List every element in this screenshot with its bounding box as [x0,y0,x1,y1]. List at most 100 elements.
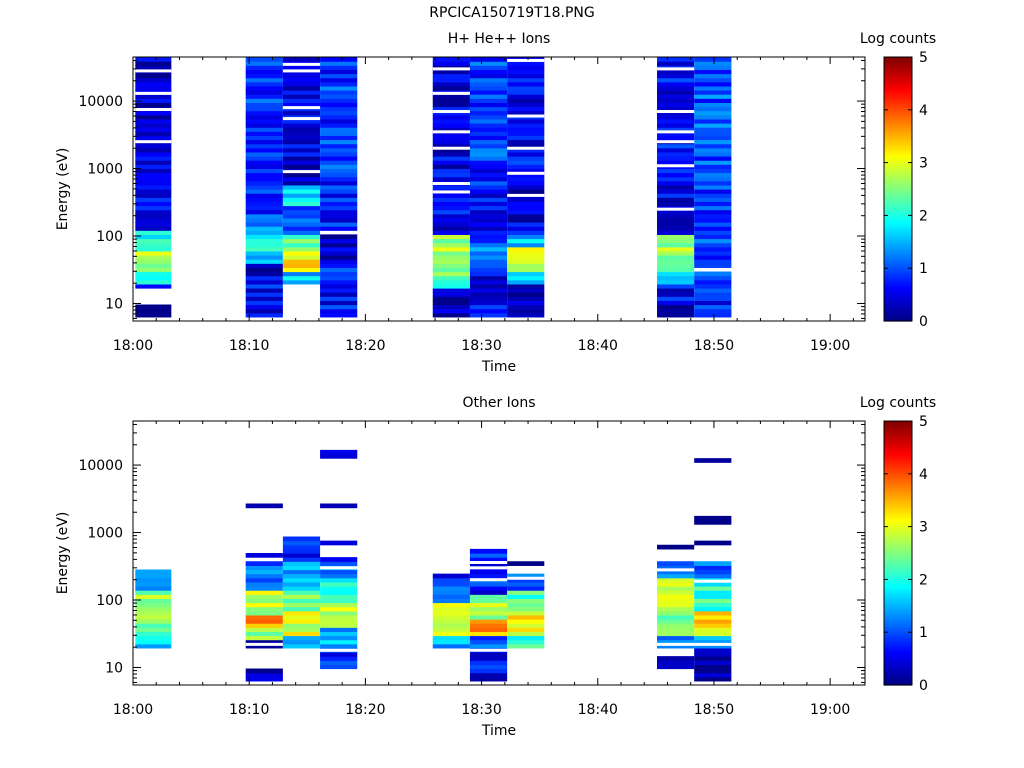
colorbar-swatch [884,638,912,642]
heatmap-cell [507,110,545,116]
heatmap-cell [432,288,470,293]
colorbar-swatch [884,195,912,199]
heatmap-cell [245,176,283,182]
heatmap-cell [282,193,321,198]
heatmap-cell [245,73,283,79]
heatmap-cell [694,180,732,186]
colorbar-swatch [884,87,912,91]
colorbar-swatch [884,590,912,594]
heatmap-cell [245,131,283,136]
y-tick-label: 10 [105,660,123,676]
heatmap-cell [320,503,358,509]
heatmap-cell [469,172,508,178]
heatmap-cell [657,610,695,616]
heatmap-cell [282,238,321,244]
heatmap-cell [320,213,358,219]
heatmap-cell [507,205,545,211]
colorbar-swatch [884,440,912,444]
heatmap-cell [469,217,508,223]
heatmap-cell [469,69,508,75]
heatmap-cell [282,201,321,207]
heatmap-cell [469,573,508,579]
heatmap-cell [469,635,508,641]
heatmap-cell [135,259,172,264]
heatmap-cell [282,98,321,103]
colorbar-swatch [884,581,912,585]
heatmap-cell [469,226,508,231]
heatmap-cell [135,127,172,132]
missing-bin [469,566,508,570]
colorbar-swatch [884,531,912,534]
colorbar-swatch [884,186,912,190]
missing-bin [320,566,358,570]
colorbar-swatch [884,658,912,662]
heatmap-cell [282,242,321,248]
heatmap-cell [469,160,508,165]
colorbar-swatch [884,434,912,437]
heatmap-cell [282,156,321,161]
heatmap-cell [135,65,172,70]
heatmap-cell [320,201,358,207]
heatmap-cell [282,610,321,616]
colorbar-swatch [884,656,912,660]
heatmap-cell [320,65,358,70]
colorbar-swatch [884,303,912,307]
heatmap-cell [507,106,545,112]
heatmap-cell [694,647,732,653]
heatmap-cell [320,164,358,169]
colorbar-swatch [884,427,912,431]
heatmap-cell [320,123,358,128]
colorbar-swatch [884,270,912,274]
figure-title: RPCICA150719T18.PNG [429,5,595,21]
heatmap-cell [282,540,321,546]
heatmap-cell [282,85,321,91]
colorbar-swatch [884,460,912,464]
heatmap-cell [432,581,470,587]
heatmap-cell [320,275,358,281]
colorbar-swatch [884,85,912,89]
heatmap-cell [507,602,545,608]
heatmap-cell [135,279,172,285]
colorbar-swatch [884,178,912,181]
heatmap-cell [469,156,508,161]
colorbar-swatch [884,268,912,271]
heatmap-cell [507,288,545,293]
heatmap-cell [657,77,695,83]
heatmap-cell [320,172,358,178]
heatmap-cell [135,304,172,310]
heatmap-cell [135,168,172,174]
heatmap-cell [507,69,545,75]
heatmap-cell [694,569,732,575]
heatmap-cell [507,160,545,165]
heatmap-cell [507,598,545,604]
heatmap-cell [469,267,508,273]
heatmap-cell [135,118,172,124]
heatmap-cell [507,201,545,207]
heatmap-cell [282,602,321,608]
heatmap-cell [507,135,545,141]
colorbar-swatch [884,83,912,87]
heatmap-cell [657,238,695,244]
colorbar-swatch [884,224,912,227]
heatmap-cell [282,226,321,231]
colorbar-swatch [884,429,912,433]
heatmap-cell [657,664,695,670]
colorbar-swatch [884,294,912,298]
colorbar-swatch [884,173,912,177]
colorbar-swatch [884,125,912,128]
heatmap-cell [282,250,321,256]
colorbar-swatch [884,570,912,574]
colorbar-swatch [884,235,912,238]
heatmap-cell [469,230,508,235]
heatmap-cell [320,639,358,645]
heatmap-cell [432,222,470,227]
heatmap-cell [469,123,508,128]
colorbar-swatch [884,476,912,479]
heatmap-cell [432,627,470,632]
heatmap-cell [135,594,172,599]
heatmap-cell [135,643,172,649]
heatmap-cell [469,57,508,62]
heatmap-cell [469,85,508,91]
heatmap-cell [657,180,695,186]
colorbar-swatch [884,436,912,440]
